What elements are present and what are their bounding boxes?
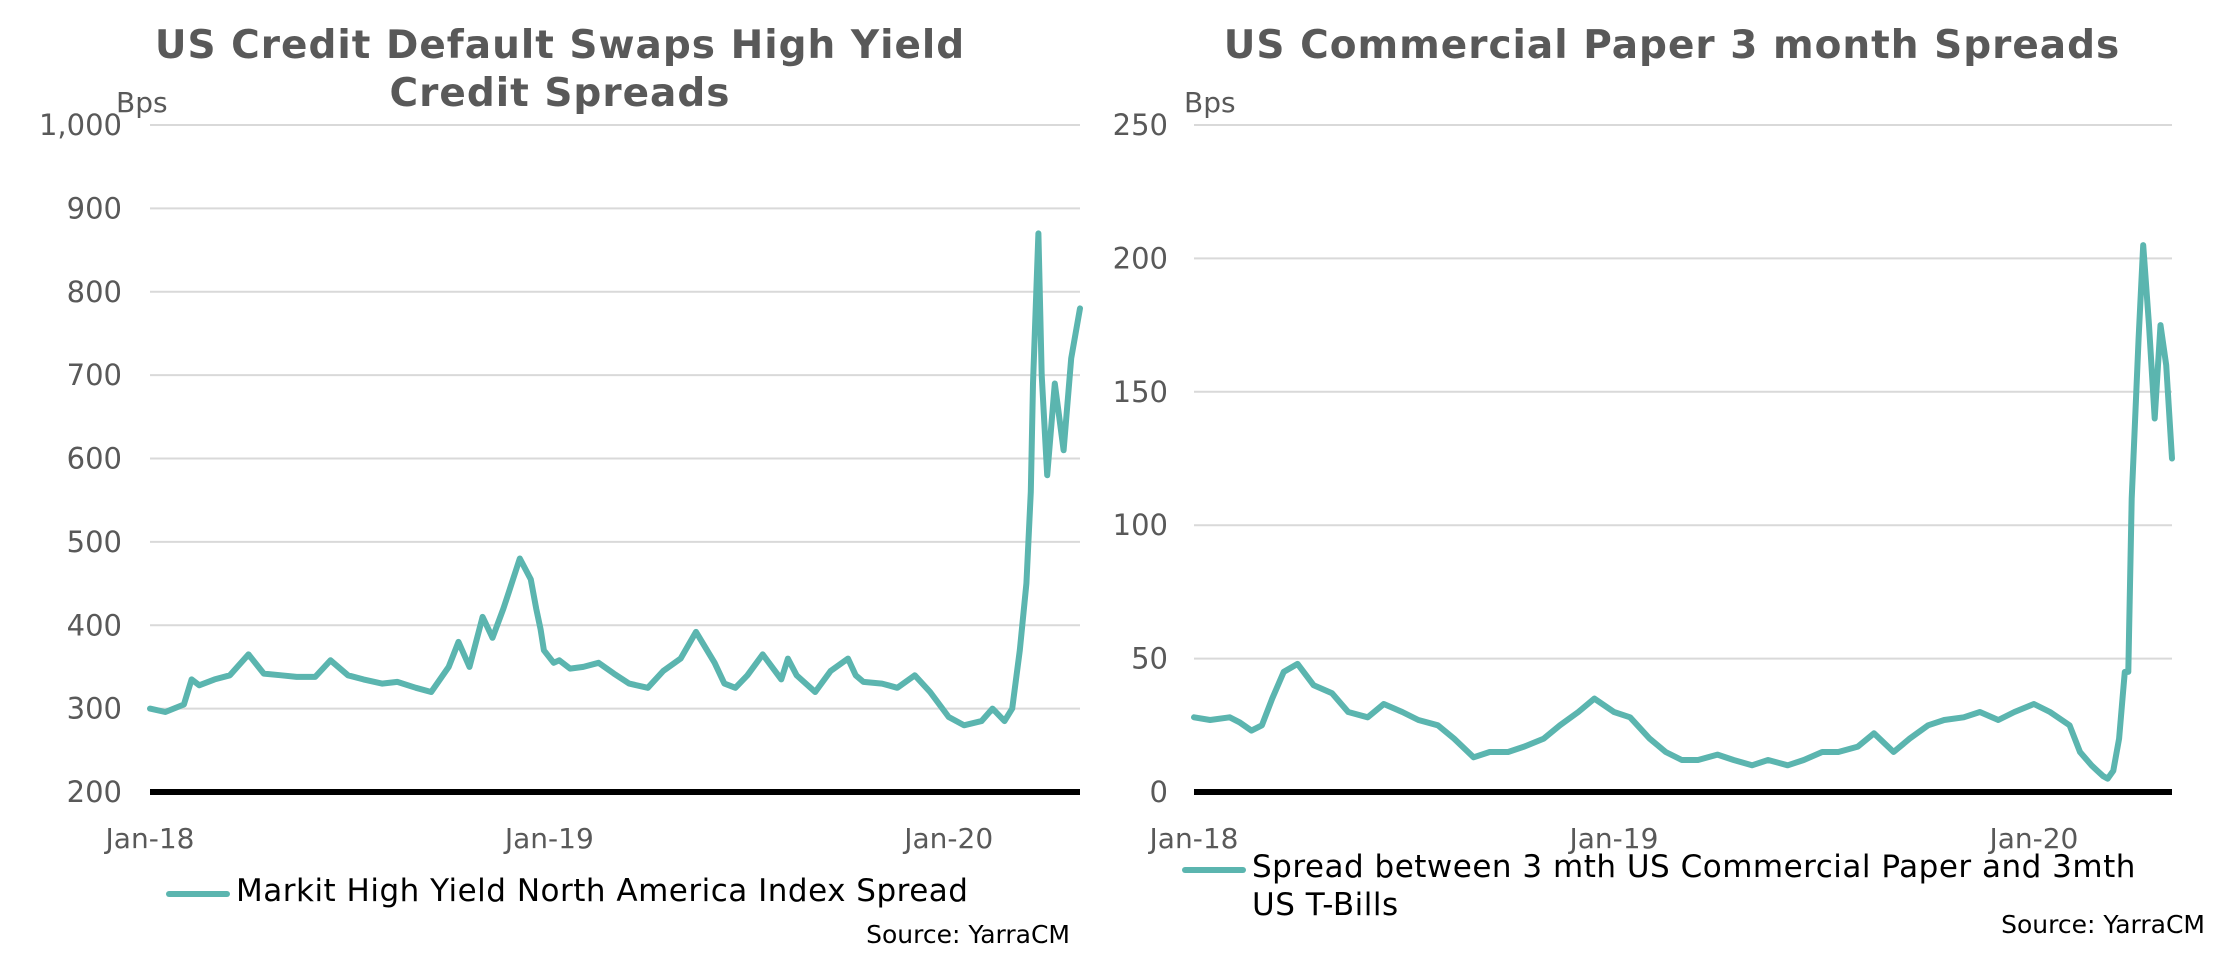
- chart-panel-cds: US Credit Default Swaps High Yield Credi…: [0, 0, 1112, 979]
- legend-label: Spread between 3 mth US Commercial Paper…: [1252, 849, 2136, 923]
- y-tick-label: 700: [67, 358, 122, 392]
- y-tick-label: 500: [67, 525, 122, 559]
- x-tick-label: Jan-19: [1568, 822, 1659, 855]
- source-note: Source: YarraCM: [866, 920, 1070, 949]
- y-tick-label: 200: [67, 775, 122, 809]
- chart-title: US Commercial Paper 3 month Spreads: [1223, 23, 2121, 68]
- y-tick-label: 250: [1113, 108, 1168, 142]
- legend-label: Markit High Yield North America Index Sp…: [236, 873, 969, 909]
- chart-panel-commercial-paper: US Commercial Paper 3 month Spreads Bps …: [1112, 0, 2225, 979]
- x-tick-label: Jan-18: [1148, 822, 1239, 855]
- y-tick-label: 800: [67, 275, 122, 309]
- series-line: [147, 230, 1083, 729]
- y-tick-label: 400: [67, 608, 122, 642]
- source-note: Source: YarraCM: [2001, 910, 2205, 939]
- y-tick-label: 600: [67, 442, 122, 476]
- line-chart-commercial-paper: 0 50 100 150 200 250 Jan-18 Jan-19 Jan-20: [1113, 108, 2175, 855]
- y-tick-label: 100: [1113, 508, 1168, 542]
- legend: Spread between 3 mth US Commercial Paper…: [1182, 848, 2182, 924]
- y-unit-label: Bps: [1184, 86, 1236, 119]
- legend: Markit High Yield North America Index Sp…: [166, 872, 968, 910]
- chart-title: US Credit Default Swaps High Yield Credi…: [154, 23, 966, 116]
- x-tick-label: Jan-20: [902, 822, 993, 855]
- line-chart-cds: 200 300 400 500 600 700 800 900 1,000 Jan-18 Jan-1…: [39, 108, 1083, 855]
- x-tick-label: Jan-19: [503, 822, 594, 855]
- x-tick-label: Jan-18: [104, 822, 195, 855]
- legend-swatch: [166, 891, 230, 897]
- y-tick-label: 1,000: [39, 108, 122, 142]
- y-tick-label: 0: [1150, 775, 1168, 809]
- y-tick-label: 200: [1113, 241, 1168, 275]
- y-tick-label: 150: [1113, 375, 1168, 409]
- y-tick-label: 900: [67, 191, 122, 225]
- x-tick-label: Jan-20: [1987, 822, 2078, 855]
- series-line: [1191, 242, 2175, 782]
- legend-swatch: [1182, 867, 1246, 873]
- y-tick-label: 50: [1131, 642, 1168, 676]
- y-tick-label: 300: [67, 692, 122, 726]
- y-unit-label: Bps: [116, 86, 168, 119]
